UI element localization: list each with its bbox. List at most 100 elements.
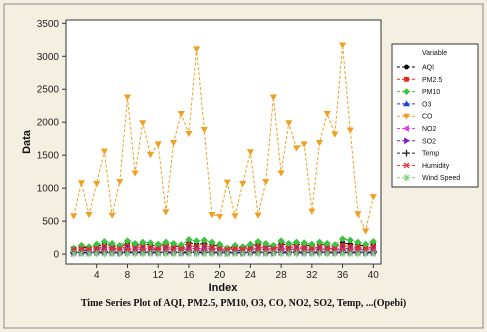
data-point	[208, 211, 216, 219]
data-point	[216, 240, 224, 248]
data-point	[239, 245, 246, 253]
x-tick-label: 36	[337, 270, 349, 281]
data-point	[370, 245, 377, 253]
data-point	[169, 239, 178, 248]
legend-marker	[403, 162, 410, 169]
data-point	[239, 250, 246, 258]
axes: 0 500 1000 1500 2000 2500 3000 3500 4 8 12 16 20 24 28…	[37, 19, 380, 281]
legend-marker	[404, 64, 409, 70]
data-point	[316, 245, 323, 252]
data-point	[369, 194, 377, 201]
data-point	[169, 140, 178, 147]
x-tick-label: 16	[183, 270, 195, 281]
data-point	[177, 111, 185, 118]
data-point	[354, 238, 362, 246]
data-point	[124, 245, 131, 252]
data-point	[331, 245, 338, 252]
data-point	[285, 246, 292, 253]
data-point	[70, 213, 78, 220]
legend-label: PM10	[422, 89, 440, 96]
series-wind-speed	[70, 250, 377, 258]
data-point	[339, 250, 346, 258]
data-point	[347, 250, 354, 258]
data-point	[185, 236, 193, 244]
data-point	[100, 148, 109, 155]
data-point	[247, 250, 254, 258]
data-point	[338, 42, 347, 49]
data-point	[308, 250, 315, 258]
data-point	[85, 243, 93, 251]
data-point	[339, 245, 346, 252]
data-point	[124, 250, 131, 258]
data-point	[147, 250, 154, 258]
data-point	[338, 235, 347, 243]
y-tick-label: 1000	[37, 184, 60, 195]
y-tick-label: 0	[53, 250, 59, 261]
x-tick-label: 4	[94, 270, 100, 281]
legend-item: Wind Speed	[397, 174, 460, 182]
data-point	[293, 245, 300, 252]
data-point	[162, 250, 169, 258]
legend: Variable AQI PM2.5 PM10 O3 CO NO2 SO2 Temp Humid…	[391, 43, 479, 188]
data-point	[139, 245, 146, 252]
data-point	[139, 120, 147, 127]
data-point	[123, 237, 132, 245]
data-point	[109, 245, 116, 253]
data-point	[285, 120, 293, 127]
series-layer	[70, 42, 377, 258]
data-point	[108, 212, 116, 219]
data-point	[347, 245, 354, 253]
data-point	[216, 250, 223, 258]
data-point	[132, 250, 139, 258]
series-line	[73, 247, 374, 253]
legend-label: SO2	[422, 138, 436, 145]
data-point	[132, 246, 139, 253]
legend-marker	[403, 113, 410, 120]
legend-item: Humidity	[397, 162, 450, 170]
data-point	[300, 239, 308, 247]
data-point	[224, 246, 231, 253]
data-point	[185, 245, 192, 252]
y-tick-label: 3000	[37, 52, 60, 63]
data-point	[369, 237, 377, 246]
data-point	[308, 240, 316, 248]
data-point	[193, 250, 200, 258]
data-point	[108, 239, 116, 248]
data-point	[185, 130, 193, 138]
data-point	[154, 141, 162, 148]
data-point	[308, 208, 316, 215]
data-point	[301, 250, 308, 258]
data-point	[162, 238, 170, 246]
x-tick-label: 12	[153, 270, 165, 281]
series-line	[73, 244, 374, 251]
data-point	[200, 236, 208, 244]
data-point	[70, 250, 77, 258]
data-point	[223, 179, 231, 186]
y-tick-label: 500	[42, 217, 59, 228]
data-point	[331, 250, 338, 258]
data-point	[101, 245, 108, 252]
data-point	[154, 240, 162, 248]
data-point	[270, 245, 277, 252]
legend-marker	[403, 88, 410, 95]
y-tick-label: 2000	[37, 118, 60, 129]
data-point	[201, 245, 208, 252]
data-point	[254, 237, 262, 246]
data-point	[162, 245, 169, 252]
data-point	[331, 131, 339, 138]
data-point	[315, 140, 324, 147]
data-point	[193, 245, 200, 253]
data-point	[116, 250, 123, 258]
data-point	[185, 250, 192, 258]
legend-label: Humidity	[422, 163, 450, 170]
legend-item: AQI	[397, 65, 434, 72]
data-point	[170, 250, 177, 258]
legend-label: O3	[422, 101, 431, 108]
legend-marker	[403, 100, 410, 107]
data-point	[178, 250, 185, 258]
data-point	[278, 250, 285, 258]
legend-label: Temp	[422, 151, 439, 158]
data-point	[232, 250, 239, 258]
data-point	[109, 250, 116, 258]
